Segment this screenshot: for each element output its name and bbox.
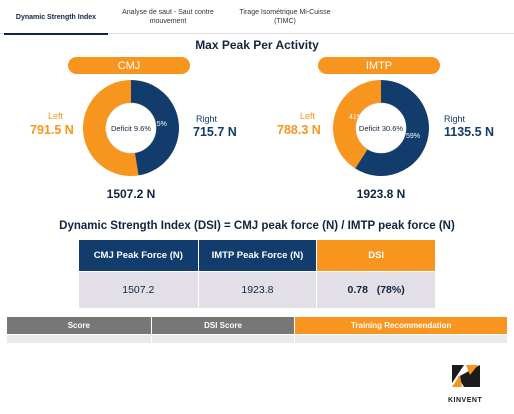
cmj-donut-chart: 52.5% 47.5% Deficit 9.6% <box>83 80 180 176</box>
kinvent-logo-mark <box>450 363 482 389</box>
cmj-right-pct-label: 47.5% <box>147 121 167 128</box>
imtp-right-label: Right <box>444 114 466 124</box>
dsi-formula-title: Dynamic Strength Index (DSI) = CMJ peak … <box>59 220 455 232</box>
imtp-right-value: 1135.5 N <box>444 125 495 139</box>
cmj-left-slice <box>83 80 139 176</box>
cmj-left-pct-label: 52.5% <box>105 126 125 133</box>
training-recommendation-cell <box>294 334 508 344</box>
dsi-header-imtp: IMTP Peak Force (N) <box>197 239 318 272</box>
dsi-score-cell <box>150 334 296 344</box>
dsi-cmj-value: 1507.2 <box>78 271 199 309</box>
cmj-left-value: 791.5 N <box>30 123 74 137</box>
dsi-imtp-value: 1923.8 <box>197 271 318 309</box>
imtp-total: 1923.8 N <box>356 187 406 201</box>
imtp-pill: IMTP <box>318 57 440 74</box>
tab-jump-analysis[interactable]: Analyse de saut - Saut contre mouvement <box>122 9 214 25</box>
imtp-donut-chart: 41% 59% Deficit 30.6% <box>333 80 429 176</box>
score-table: Score DSI Score Training Recommendation <box>6 316 508 344</box>
peak-section-title: Max Peak Per Activity <box>195 38 319 52</box>
imtp-left-value: 788.3 N <box>277 123 321 137</box>
tab-dynamic-strength-index[interactable]: Dynamic Strength Index <box>0 0 112 35</box>
cmj-left-label: Left <box>48 111 64 121</box>
cmj-deficit-label: Deficit 9.6% <box>111 124 151 133</box>
tab-bar: Dynamic Strength Index Analyse de saut -… <box>0 0 514 35</box>
tab-imtp[interactable]: Tirage Isométrique Mi-Cuisse (TIMC) <box>239 9 331 25</box>
cmj-total: 1507.2 N <box>106 187 156 201</box>
imtp-left-pct-label: 41% <box>349 114 363 121</box>
dsi-value: 0.78 (78%) <box>316 271 436 309</box>
imtp-left-label: Left <box>300 111 316 121</box>
imtp-right-pct-label: 59% <box>406 133 420 140</box>
cmj-donut-hole <box>105 102 157 154</box>
cmj-pill: CMJ <box>68 57 190 74</box>
dsi-header-cmj: CMJ Peak Force (N) <box>78 239 199 272</box>
cmj-right-label: Right <box>196 114 218 124</box>
score-cell <box>6 334 152 344</box>
imtp-donut-hole <box>355 102 407 154</box>
score-header: Score <box>6 316 152 335</box>
imtp-left-slice <box>333 80 381 169</box>
dsi-score-header: DSI Score <box>150 316 296 335</box>
kinvent-logo-text: KINVENT <box>448 397 483 404</box>
cmj-right-value: 715.7 N <box>193 125 237 139</box>
training-recommendation-header: Training Recommendation <box>294 316 508 335</box>
dsi-table: CMJ Peak Force (N) IMTP Peak Force (N) D… <box>78 239 436 309</box>
cmj-right-slice <box>131 80 180 176</box>
kinvent-logo: KINVENT <box>448 361 484 404</box>
dsi-header-dsi: DSI <box>316 239 436 272</box>
imtp-deficit-label: Deficit 30.6% <box>359 124 404 133</box>
